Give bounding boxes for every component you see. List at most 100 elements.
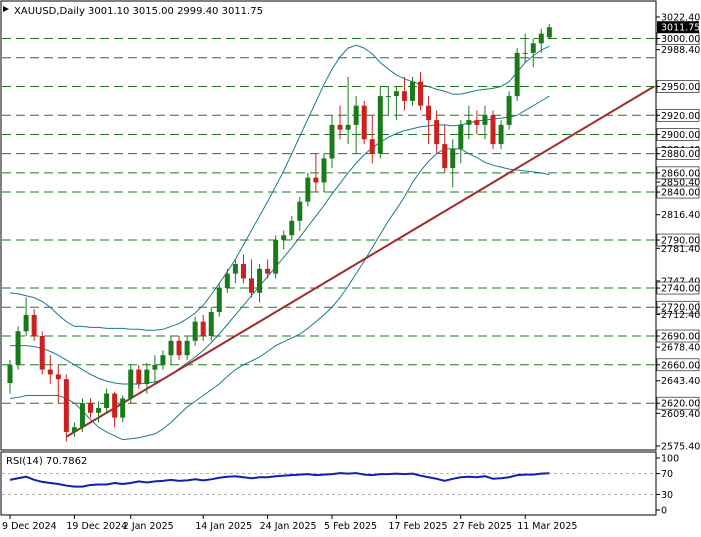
bull-candle: [23, 314, 29, 332]
bear-candle: [490, 115, 496, 145]
y-tick-label: 2860.00: [661, 168, 700, 179]
bear-candle: [249, 278, 254, 293]
bull-candle: [377, 96, 383, 154]
bull-candle: [410, 81, 415, 101]
bull-candle: [104, 393, 110, 408]
bull-candle: [216, 288, 222, 313]
x-tick-label: 9 Dec 2024: [2, 521, 57, 532]
rsi-panel-frame: [0, 451, 657, 516]
bear-candle: [176, 340, 182, 356]
bull-candle: [498, 124, 504, 145]
bear-candle: [337, 124, 343, 130]
rsi-tick-label: 70: [661, 469, 673, 480]
rsi-axis: 100 70 30 0: [656, 454, 679, 517]
y-tick-label: 2880.00: [661, 149, 700, 160]
y-tick-label: 2720.00: [661, 303, 700, 314]
y-tick-label: 2660.00: [661, 360, 700, 371]
trendline: [65, 85, 655, 438]
y-tick-label: 2712.40: [661, 310, 700, 321]
bull-candle: [393, 91, 399, 97]
bear-candle: [401, 91, 407, 101]
y-tick-label: 3022.40: [661, 13, 700, 24]
rsi-series-line: [9, 472, 550, 488]
bull-candle: [257, 268, 263, 293]
x-tick-label: 24 Jan 2025: [260, 521, 317, 532]
bull-candle: [128, 369, 134, 399]
y-tick-label: 3000.00: [661, 34, 700, 45]
y-tick-label: 2575.40: [661, 442, 700, 453]
bull-candle: [224, 273, 230, 289]
bull-candle: [281, 235, 287, 241]
support-trendline: [65, 85, 655, 438]
bull-candle: [530, 43, 536, 53]
y-tick-label: 2620.00: [661, 399, 700, 410]
bull-candle: [353, 105, 359, 125]
y-tick-label: 2643.40: [661, 376, 700, 387]
bull-candle: [522, 52, 528, 54]
bear-candle: [47, 369, 53, 375]
x-tick-label: 19 Dec 2024: [66, 521, 127, 532]
upper-band-line: [9, 44, 550, 331]
bull-candle: [152, 364, 158, 370]
rsi-tick-label: 100: [661, 454, 679, 465]
y-tick-label: 2609.40: [661, 409, 700, 420]
bear-candle: [31, 314, 37, 337]
bull-candle: [96, 407, 102, 413]
bear-candle: [136, 369, 142, 385]
bull-candle: [297, 201, 303, 221]
rsi-tick-label: 0: [661, 506, 667, 517]
y-tick-label: 2920.00: [661, 111, 700, 122]
bear-candle: [426, 105, 432, 121]
x-tick-label: 2 Jan 2025: [123, 521, 174, 532]
bear-candle: [112, 393, 118, 418]
x-tick-label: 14 Jan 2025: [195, 521, 252, 532]
bull-candle: [144, 369, 150, 385]
bull-candle: [192, 321, 198, 341]
current-price-box: [657, 21, 699, 34]
bull-candle: [466, 120, 472, 125]
bollinger-bands: [9, 44, 550, 441]
bull-candle: [450, 148, 456, 169]
bear-candle: [240, 264, 246, 279]
current-price-label: 3011.75: [661, 23, 700, 34]
x-tick-label: 5 Feb 2025: [324, 521, 377, 532]
rsi-line: [9, 472, 550, 488]
bull-candle: [458, 124, 464, 149]
y-tick-label: 2950.00: [661, 82, 700, 93]
header-arrow-icon: [3, 6, 9, 12]
bull-candle: [482, 115, 488, 125]
bull-candle: [160, 355, 166, 365]
bull-candle: [7, 364, 13, 384]
bear-candle: [39, 336, 45, 370]
chart-ohlc: 3001.10 3015.00 2999.40 3011.75: [88, 6, 263, 17]
bull-candle: [538, 33, 544, 44]
y-tick-label: 2678.40: [661, 343, 700, 354]
candles: [7, 24, 552, 442]
bull-candle: [208, 312, 214, 337]
bear-candle: [442, 144, 448, 169]
y-tick-label: 2781.40: [661, 244, 700, 255]
bull-candle: [232, 264, 238, 274]
bear-candle: [474, 120, 480, 125]
chart-symbol: XAUUSD,Daily: [14, 6, 85, 17]
y-tick-label: 2988.40: [661, 45, 700, 56]
bull-candle: [289, 220, 295, 236]
bull-candle: [385, 96, 391, 98]
bull-candle: [273, 240, 279, 274]
y-tick-label: 2900.00: [661, 130, 700, 141]
y-tick-label: 2816.40: [661, 210, 700, 221]
bull-candle: [168, 340, 174, 356]
x-tick-label: 27 Feb 2025: [453, 521, 512, 532]
bear-candle: [265, 268, 271, 274]
bear-candle: [418, 81, 424, 106]
y-tick-label: 2690.00: [661, 332, 700, 343]
y-tick-label: 2790.00: [661, 236, 700, 247]
bear-candle: [434, 120, 440, 145]
bear-candle: [200, 321, 206, 337]
y-tick-label: 2840.00: [661, 188, 700, 199]
bear-candle: [55, 374, 61, 380]
bear-candle: [313, 177, 319, 183]
